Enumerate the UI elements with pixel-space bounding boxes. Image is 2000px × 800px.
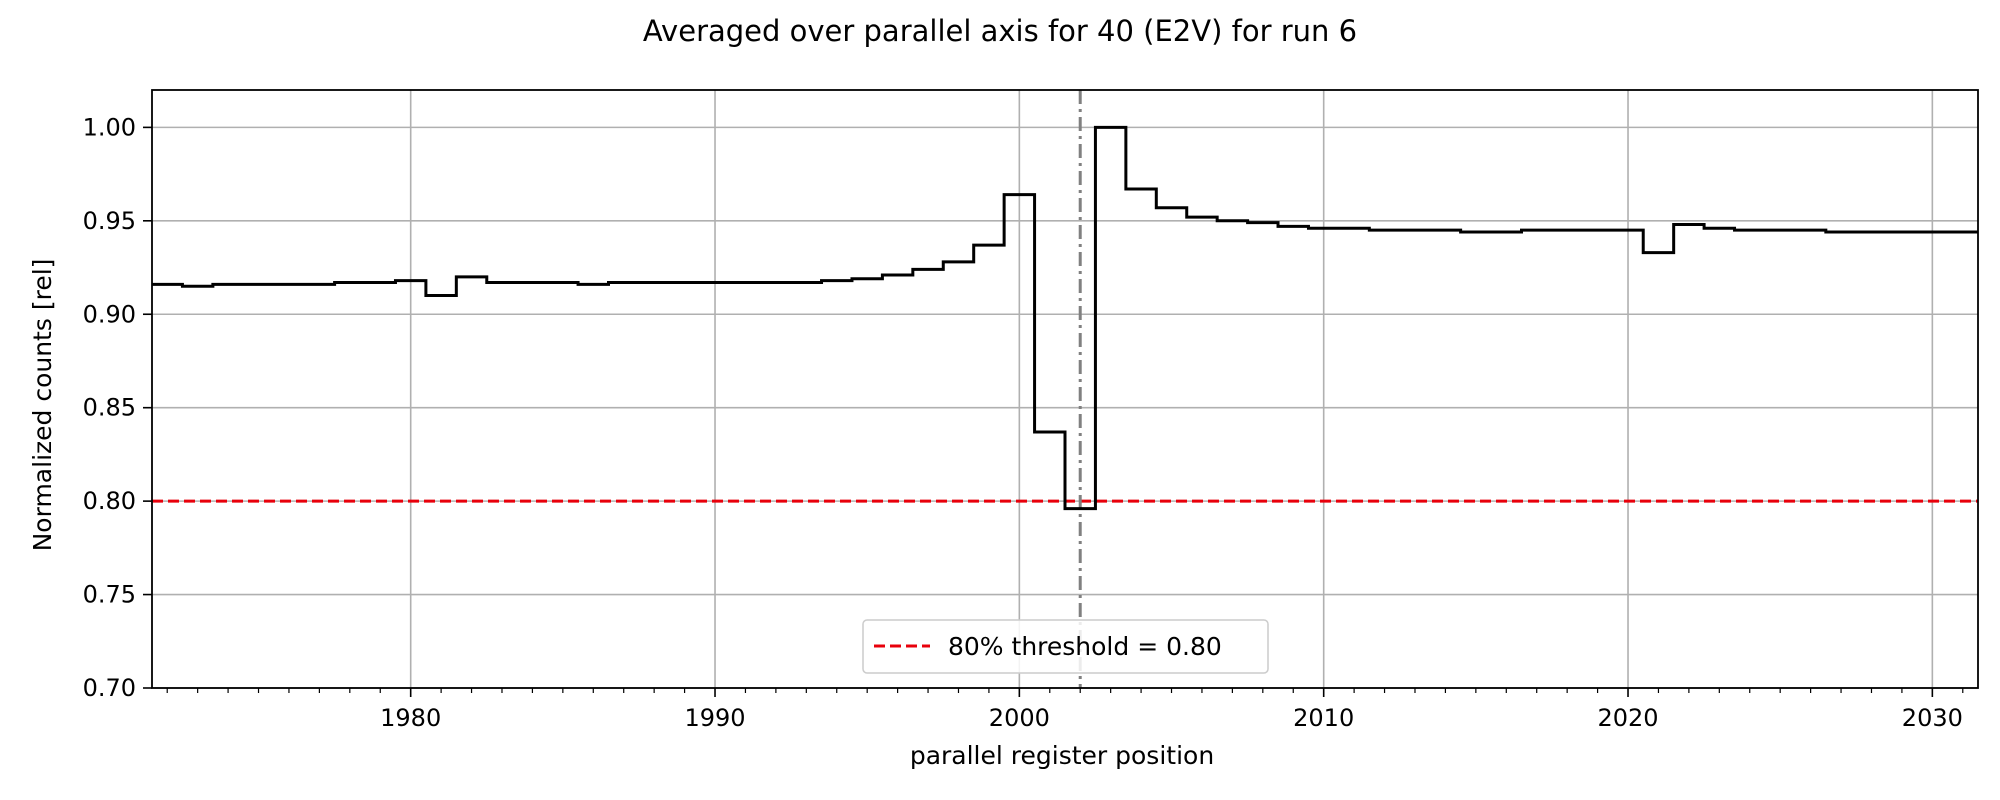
y-tick-label: 0.85: [83, 394, 136, 422]
x-tick-label: 2020: [1597, 704, 1658, 732]
series-step-line: [152, 125, 1978, 511]
x-axis-label: parallel register position: [910, 741, 1214, 770]
plot-frame: [151, 89, 1979, 689]
chart-title: Averaged over parallel axis for 40 (E2V)…: [643, 14, 1357, 48]
y-tick-label: 0.70: [83, 674, 136, 702]
series-layer: [152, 125, 1978, 511]
y-tick-label: 0.90: [83, 300, 136, 328]
y-tick-label: 0.80: [83, 487, 136, 515]
x-tick-label: 2030: [1902, 704, 1963, 732]
legend-box: [862, 619, 1269, 674]
tick-layer: 1980 1990 2000 2010 2020 2030 0.70 0.75 0.80 0.85…: [83, 113, 1964, 732]
y-tick-label: 1.00: [83, 113, 136, 141]
x-tick-label: 2010: [1293, 704, 1354, 732]
x-tick-label: 1980: [380, 704, 441, 732]
legend: 80% threshold = 0.80: [862, 619, 1269, 674]
y-tick-label: 0.95: [83, 207, 136, 235]
x-tick-label: 1990: [684, 704, 745, 732]
y-tick-label: 0.75: [83, 581, 136, 609]
legend-threshold-label: 80% threshold = 0.80: [948, 632, 1222, 661]
y-axis-label: Normalized counts [rel]: [28, 259, 57, 552]
x-tick-label: 2000: [989, 704, 1050, 732]
